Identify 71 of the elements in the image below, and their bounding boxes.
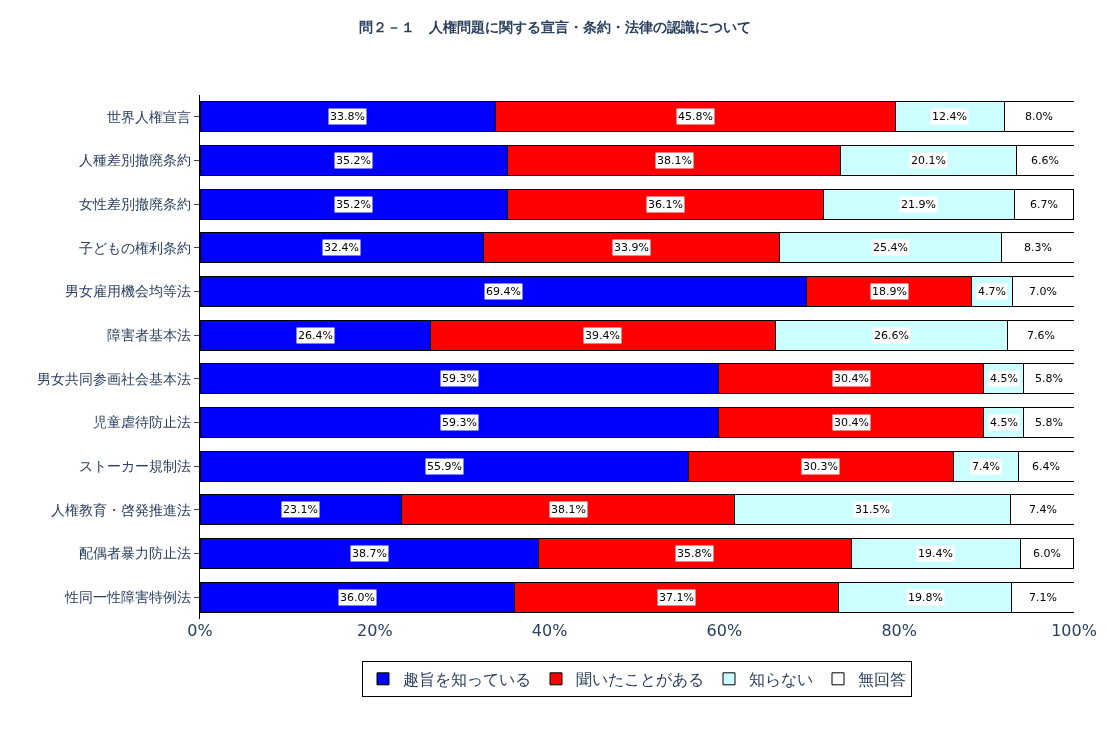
data-label: 39.4% (585, 329, 620, 342)
data-label: 35.2% (336, 154, 371, 167)
data-label: 26.6% (874, 329, 909, 342)
x-tick-label: 60% (706, 621, 743, 640)
y-tick-label: 男女共同参画社会基本法 (37, 370, 192, 387)
data-label: 33.9% (614, 241, 649, 254)
data-label: 19.8% (908, 591, 943, 604)
y-tick-label: 性同一性障害特例法 (64, 589, 192, 606)
data-label: 26.4% (298, 329, 333, 342)
data-label: 12.4% (932, 110, 967, 123)
data-label: 8.3% (1024, 241, 1052, 254)
data-label: 5.8% (1035, 416, 1063, 429)
data-label: 59.3% (442, 416, 477, 429)
y-tick-label: 子どもの権利条約 (79, 239, 192, 256)
data-label: 21.9% (901, 198, 936, 211)
data-label: 32.4% (324, 241, 359, 254)
data-label: 20.1% (911, 154, 946, 167)
data-label: 35.2% (336, 198, 371, 211)
data-label: 36.1% (648, 198, 683, 211)
data-label: 7.1% (1029, 591, 1057, 604)
y-tick-label: 児童虐待防止法 (93, 414, 192, 431)
data-label: 4.7% (978, 285, 1006, 298)
data-label: 6.7% (1030, 198, 1058, 211)
data-label: 25.4% (873, 241, 908, 254)
data-label: 69.4% (486, 285, 521, 298)
data-label: 18.9% (872, 285, 907, 298)
data-label: 7.6% (1027, 329, 1055, 342)
data-label: 38.7% (352, 547, 387, 560)
data-label: 37.1% (659, 591, 694, 604)
data-label: 35.8% (677, 547, 712, 560)
data-label: 45.8% (678, 110, 713, 123)
data-label: 23.1% (283, 503, 318, 516)
data-label: 30.4% (834, 416, 869, 429)
data-label: 7.4% (1029, 503, 1057, 516)
chart-title: 問２－１ 人権問題に関する宣言・条約・法律の認識について (358, 18, 751, 35)
data-label: 36.0% (340, 591, 375, 604)
x-tick-label: 80% (881, 621, 917, 640)
data-label: 30.3% (803, 460, 838, 473)
x-tick-label: 100% (1051, 621, 1097, 640)
legend-label: 趣旨を知っている (403, 670, 531, 690)
y-tick-label: ストーカー規制法 (79, 458, 192, 475)
data-label: 7.0% (1029, 285, 1057, 298)
data-label: 7.4% (972, 460, 1000, 473)
data-label: 55.9% (427, 460, 462, 473)
data-label: 19.4% (918, 547, 953, 560)
data-label: 4.5% (990, 372, 1018, 385)
x-tick-label: 40% (531, 621, 568, 640)
x-tick-label: 20% (357, 621, 393, 640)
x-tick-label: 0% (187, 621, 213, 640)
y-tick-label: 男女雇用機会均等法 (65, 283, 192, 300)
data-label: 6.4% (1032, 460, 1060, 473)
y-tick-label: 障害者基本法 (107, 327, 192, 344)
data-label: 30.4% (834, 372, 869, 385)
y-tick-label: 配偶者暴力防止法 (79, 545, 192, 562)
legend-label: 聞いたことがある (576, 670, 704, 690)
data-label: 5.8% (1035, 372, 1063, 385)
y-tick-label: 人種差別撤廃条約 (79, 152, 192, 169)
legend-label: 無回答 (858, 670, 906, 690)
y-tick-label: 世界人権宣言 (107, 108, 192, 125)
data-label: 4.5% (990, 416, 1018, 429)
y-tick-label: 人権教育・啓発推進法 (51, 501, 192, 518)
data-label: 6.0% (1033, 547, 1061, 560)
y-tick-label: 女性差別撤廃条約 (79, 196, 192, 213)
data-label: 59.3% (442, 372, 477, 385)
data-label: 6.6% (1031, 154, 1059, 167)
legend-label: 知らない (749, 670, 813, 690)
data-label: 33.8% (330, 110, 365, 123)
data-label: 31.5% (855, 503, 890, 516)
data-label: 38.1% (551, 503, 586, 516)
data-label: 38.1% (657, 154, 692, 167)
data-label: 8.0% (1025, 110, 1053, 123)
